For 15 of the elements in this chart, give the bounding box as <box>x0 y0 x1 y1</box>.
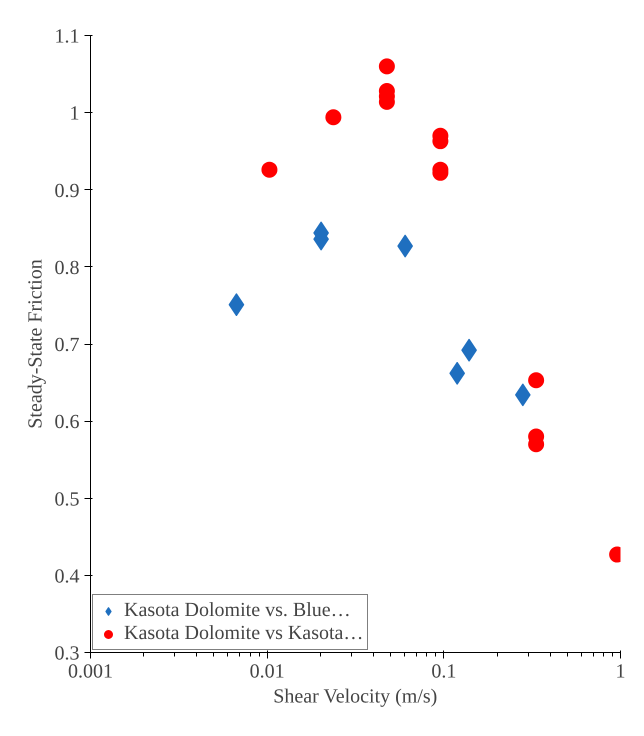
x-axis-title: Shear Velocity (m/s) <box>273 686 438 708</box>
legend-label: Kasota Dolomite vs Kasota… <box>124 622 364 645</box>
y-tick-label: 1.1 <box>54 26 80 48</box>
y-tick-label: 0.8 <box>54 256 80 279</box>
legend-label: Kasota Dolomite vs. Blue… <box>124 599 351 622</box>
x-tick-label: 1 <box>616 660 626 682</box>
y-tick-label: 0.4 <box>54 565 80 588</box>
x-tick-label: 0.01 <box>250 660 285 682</box>
y-tick-label: 1 <box>70 102 80 125</box>
y-tick-label: 0.6 <box>54 411 80 434</box>
y-tick-label: 0.5 <box>54 488 80 510</box>
y-tick-label: 0.9 <box>54 180 80 202</box>
y-tick-label: 0.7 <box>54 334 80 356</box>
x-tick-label: 0.1 <box>431 660 456 682</box>
y-axis-title: Steady-State Friction <box>24 259 46 429</box>
